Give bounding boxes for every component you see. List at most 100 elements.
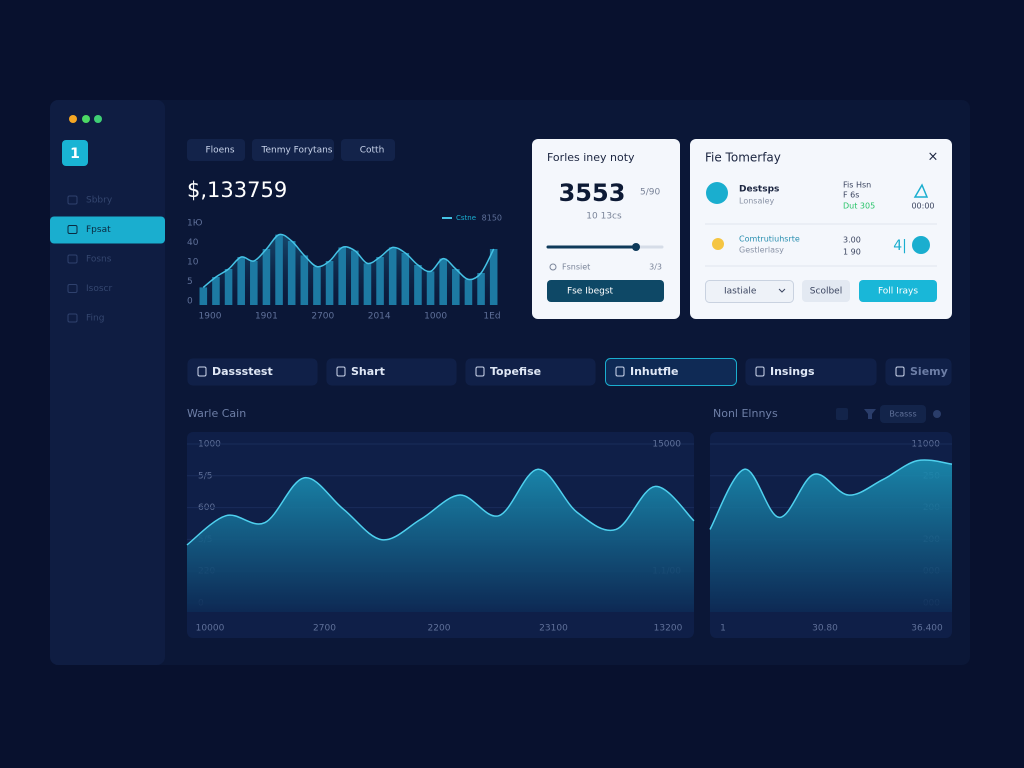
x-tick-label: 2014	[368, 312, 391, 322]
row-name: Comtrutiuhsrte	[739, 235, 800, 244]
row-info: 3.00	[843, 236, 861, 245]
button-text: Scolbel	[810, 287, 842, 297]
sidebar	[50, 100, 165, 665]
top-tab[interactable]	[341, 139, 395, 161]
bar	[237, 257, 245, 305]
tab[interactable]	[465, 358, 596, 386]
bar	[439, 258, 447, 305]
top-tab[interactable]	[252, 139, 334, 161]
tab-icon	[755, 366, 765, 377]
card-button-text: Fse Ibegst	[567, 287, 614, 297]
tab-icon	[615, 366, 625, 377]
bar	[426, 271, 435, 305]
card-sub: 10 13cs	[586, 212, 622, 222]
card-value: 3553	[559, 179, 626, 207]
top-tab-text: Floens	[205, 146, 234, 156]
card-side: 5/90	[640, 188, 660, 198]
tab[interactable]	[187, 358, 318, 386]
bar	[224, 269, 233, 305]
window-dot[interactable]	[69, 115, 77, 123]
x-tick-label: 1900	[199, 312, 222, 322]
x-tick-label: 2700	[311, 312, 334, 322]
bar	[338, 247, 346, 305]
bar	[250, 261, 258, 305]
area	[710, 459, 952, 612]
icon-button[interactable]	[836, 408, 848, 420]
bar	[489, 249, 498, 305]
button[interactable]	[802, 280, 850, 302]
row-info: Fis Hsn	[843, 181, 871, 190]
tab-icon	[475, 366, 485, 377]
x-tick-label: 13200	[654, 624, 683, 634]
filter-icon[interactable]	[864, 409, 876, 419]
bar	[313, 266, 321, 305]
y2-tick-label: 15000	[652, 440, 681, 450]
row-info: 1 90	[843, 248, 861, 257]
action-icon[interactable]	[912, 236, 930, 254]
y-tick-label: 1Ю	[187, 219, 203, 229]
x-tick-label: 2200	[428, 624, 451, 634]
window-dot[interactable]	[94, 115, 102, 123]
bar	[325, 261, 334, 305]
nav-item[interactable]: Isoscr	[86, 284, 112, 294]
select[interactable]	[705, 280, 794, 303]
row-time: 00:00	[911, 202, 934, 211]
nav-item[interactable]: Fosns	[86, 255, 112, 265]
nav-icon	[67, 313, 78, 323]
x-tick-label: 36.400	[911, 624, 943, 634]
y-tick-label: 0	[187, 297, 193, 307]
bar	[376, 257, 384, 305]
logo[interactable]	[62, 140, 88, 166]
window-dot[interactable]	[82, 115, 90, 123]
select-text: Iastiale	[724, 287, 757, 297]
bar	[414, 265, 422, 305]
tab[interactable]	[326, 358, 457, 386]
tab-text: Shart	[351, 365, 385, 378]
icon-button[interactable]	[933, 410, 941, 418]
filter-pill[interactable]	[880, 405, 926, 423]
x-tick-label: 1Ed	[483, 312, 500, 322]
tab[interactable]	[885, 358, 952, 386]
y-tick-label: 10	[187, 258, 199, 268]
bar	[452, 269, 460, 305]
nav-active	[50, 216, 165, 244]
x-tick-label: 30.80	[812, 624, 838, 634]
top-tab-text: Tenmy Forytans	[261, 146, 333, 156]
nav-icon	[67, 254, 78, 264]
x-tick-label: 10000	[196, 624, 225, 634]
y-tick-label: 5	[187, 277, 193, 287]
card	[532, 139, 680, 319]
row-sub: Gestlerlasy	[739, 246, 784, 255]
icon	[549, 263, 557, 271]
x-tick-label: 1000	[424, 312, 447, 322]
line	[709, 459, 953, 530]
nav-icon	[67, 284, 78, 293]
legend-text: Cstne	[456, 214, 476, 222]
x-tick-label: 1901	[255, 312, 278, 322]
nav-item[interactable]: Fing	[86, 314, 104, 324]
card-button[interactable]	[547, 280, 664, 302]
nav-item[interactable]: Fpsat	[86, 225, 111, 235]
bar	[212, 277, 220, 305]
x-tick-label: 1	[720, 624, 726, 634]
y-tick-label: 40	[187, 238, 199, 248]
nav-item[interactable]: Sbbry	[86, 196, 113, 206]
close-button[interactable]: ×	[928, 150, 939, 165]
bar	[199, 287, 208, 305]
top-tab[interactable]	[187, 139, 245, 161]
button[interactable]	[859, 280, 937, 302]
balance: $,133759	[187, 178, 287, 202]
tab[interactable]	[605, 358, 737, 386]
tab[interactable]	[745, 358, 877, 386]
card-label: Fsnsiet	[562, 263, 590, 272]
tab-text: Dassstest	[212, 365, 273, 378]
line	[202, 233, 495, 288]
bar	[351, 250, 359, 305]
slider-knob[interactable]	[632, 243, 640, 251]
bar	[477, 273, 485, 305]
tab-icon	[197, 366, 207, 377]
bar	[262, 249, 271, 305]
tab-text: Siemy	[910, 365, 948, 378]
